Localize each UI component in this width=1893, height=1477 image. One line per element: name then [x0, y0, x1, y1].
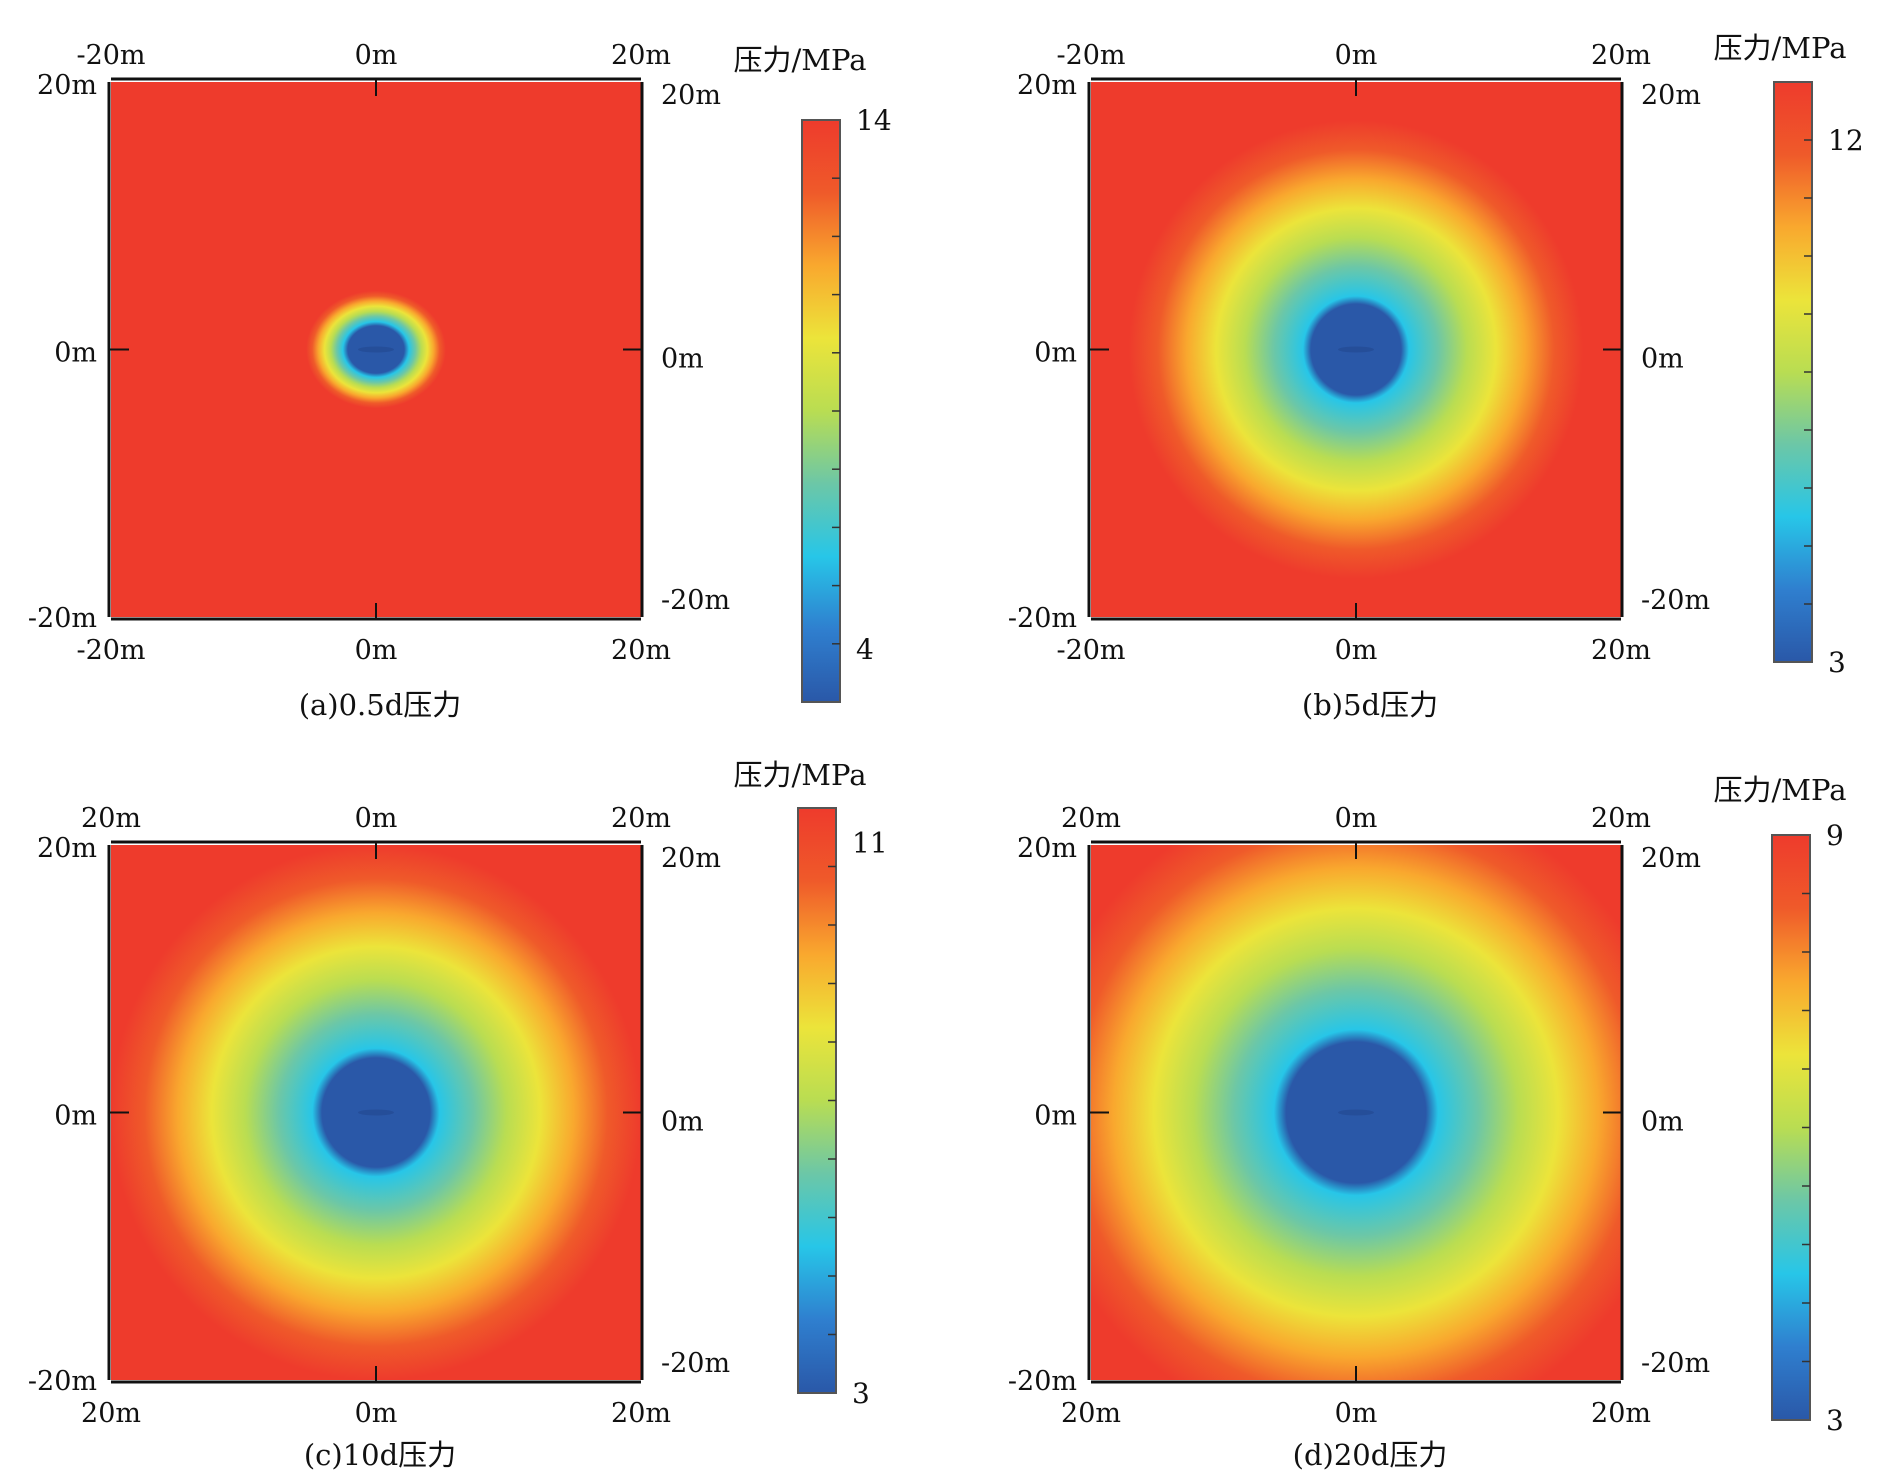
colorbar-tick-label: 14 — [856, 104, 892, 137]
colorbar-tick-label: 3 — [1828, 646, 1846, 679]
top-tick-label: 20m — [1591, 40, 1651, 71]
colorbar: 压力/MPa 14 4 — [734, 43, 892, 703]
colorbar-tick-label: 3 — [852, 1377, 870, 1410]
colorbar-title: 压力/MPa — [734, 43, 867, 77]
bottom-tick-label: 20m — [1591, 1398, 1651, 1429]
left-tick-label: 20m — [1017, 70, 1077, 101]
colorbar-title: 压力/MPa — [734, 758, 867, 792]
top-tick-label: 0m — [1335, 40, 1378, 71]
bottom-tick-label: 0m — [355, 1398, 398, 1429]
bottom-tick-label: 20m — [611, 1398, 671, 1429]
right-tick-label: 20m — [1641, 843, 1701, 874]
top-tick-label: -20m — [1056, 40, 1125, 71]
colorbar-tick-label: 11 — [852, 826, 888, 859]
colorbar-tick-label: 3 — [1826, 1404, 1844, 1437]
right-tick-label: 0m — [661, 1107, 704, 1138]
right-tick-label: 0m — [1641, 344, 1684, 375]
panel-caption: (b)5d压力 — [1302, 688, 1438, 722]
bottom-tick-label: 20m — [611, 635, 671, 666]
bottom-tick-label: 20m — [1591, 635, 1651, 666]
right-tick-label: 20m — [661, 843, 721, 874]
left-tick-label: 20m — [37, 70, 97, 101]
panel-1: -20m 0m 20m-20m 0m 20m20m0m-20m20m0m-20m压力/M… — [28, 40, 892, 722]
plot-frame — [1087, 840, 1624, 1384]
left-tick-label: 0m — [54, 1101, 97, 1132]
right-tick-label: -20m — [661, 585, 730, 616]
panel-2: -20m 0m 20m-20m 0m 20m20m0m-20m20m0m-20m压力/M… — [1008, 31, 1864, 722]
right-tick-label: 20m — [1641, 80, 1701, 111]
left-tick-label: 20m — [1017, 833, 1077, 864]
bottom-tick-label: 0m — [1335, 635, 1378, 666]
panel-caption: (d)20d压力 — [1293, 1438, 1448, 1472]
colorbar-tick-label: 12 — [1828, 124, 1864, 157]
bottom-tick-label: -20m — [76, 635, 145, 666]
top-tick-label: -20m — [76, 40, 145, 71]
left-tick-label: -20m — [28, 1366, 97, 1397]
right-tick-label: 0m — [661, 344, 704, 375]
left-tick-label: 20m — [37, 833, 97, 864]
top-tick-label: 0m — [355, 40, 398, 71]
left-tick-label: 0m — [1034, 1101, 1077, 1132]
bottom-tick-label: 20m — [81, 1398, 141, 1429]
top-tick-label: 20m — [611, 40, 671, 71]
plot-frame — [1087, 77, 1624, 621]
top-tick-label: 20m — [611, 803, 671, 834]
panel-caption: (a)0.5d压力 — [299, 688, 462, 722]
right-tick-label: -20m — [661, 1348, 730, 1379]
colorbar: 压力/MPa 12 3 — [1714, 31, 1864, 679]
left-tick-label: -20m — [1008, 1366, 1077, 1397]
colorbar-title: 压力/MPa — [1714, 31, 1847, 65]
well-marker — [1338, 346, 1374, 353]
left-tick-label: -20m — [28, 603, 97, 634]
colorbar: 压力/MPa 11 3 — [734, 758, 888, 1410]
left-tick-label: -20m — [1008, 603, 1077, 634]
top-tick-label: 0m — [1335, 803, 1378, 834]
top-tick-label: 0m — [355, 803, 398, 834]
panel-caption: (c)10d压力 — [304, 1438, 456, 1472]
plot-frame — [107, 77, 644, 621]
colorbar-title: 压力/MPa — [1714, 773, 1847, 807]
top-tick-label: 20m — [1591, 803, 1651, 834]
colorbar-tick-label: 9 — [1826, 819, 1844, 852]
bottom-tick-label: -20m — [1056, 635, 1125, 666]
well-marker — [1338, 1109, 1374, 1116]
top-tick-label: 20m — [1061, 803, 1121, 834]
well-marker — [358, 346, 394, 353]
colorbar: 压力/MPa 9 3 — [1714, 773, 1847, 1437]
right-tick-label: -20m — [1641, 585, 1710, 616]
bottom-tick-label: 0m — [355, 635, 398, 666]
top-tick-label: 20m — [81, 803, 141, 834]
right-tick-label: 20m — [661, 80, 721, 111]
bottom-tick-label: 20m — [1061, 1398, 1121, 1429]
right-tick-label: 0m — [1641, 1107, 1684, 1138]
bottom-tick-label: 0m — [1335, 1398, 1378, 1429]
colorbar-tick-label: 4 — [856, 633, 874, 666]
plot-frame — [107, 840, 644, 1384]
well-marker — [358, 1109, 394, 1116]
left-tick-label: 0m — [54, 338, 97, 369]
left-tick-label: 0m — [1034, 338, 1077, 369]
right-tick-label: -20m — [1641, 1348, 1710, 1379]
